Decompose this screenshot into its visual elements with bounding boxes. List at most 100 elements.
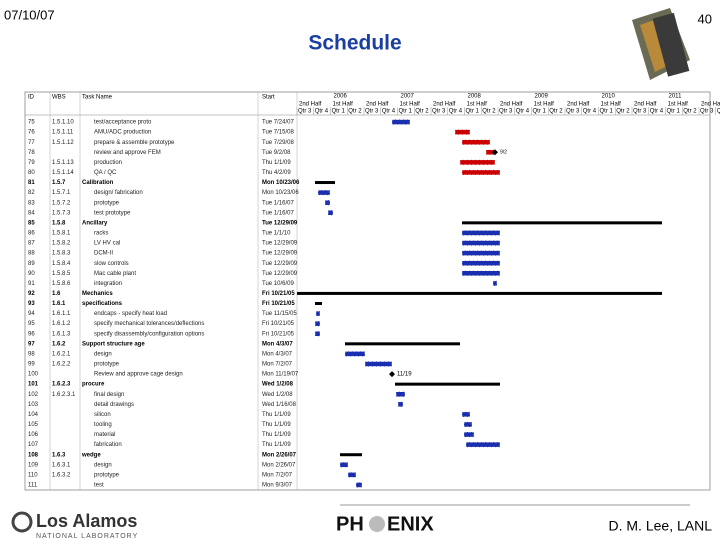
year-label: 2007 [401, 94, 415, 100]
phenix-right: ENIX [387, 513, 434, 535]
task-cell: racks [94, 231, 108, 237]
task-cell: tooling [94, 422, 112, 428]
half-label: 2nd Half [567, 102, 590, 108]
quarter-label: Qtr 3 [432, 109, 446, 115]
task-cell: specify mechanical tolerances/deflection… [94, 321, 204, 327]
task-cell: Mon 4/3/07 [262, 351, 293, 357]
task-cell: test [94, 483, 104, 489]
quarter-label: Qtr 1 [667, 109, 681, 115]
phenix-left: PH [336, 513, 364, 535]
half-label: 2nd Half [500, 102, 523, 108]
summary-bar [315, 181, 335, 185]
task-bar [463, 431, 475, 438]
task-bar [397, 401, 404, 408]
quarter-label: Qtr 2 [616, 109, 630, 115]
task-cell: design [94, 351, 112, 357]
task-cell: Mon 9/3/07 [262, 483, 293, 489]
task-cell: LV HV cal [94, 241, 120, 247]
task-cell: prepare & assemble prototype [94, 140, 175, 146]
quarter-label: Qtr 4 [382, 109, 396, 115]
task-bar [461, 139, 491, 145]
task-cell: Thu 1/1/09 [262, 442, 291, 448]
task-bar [395, 391, 406, 397]
summary-bar [462, 221, 662, 225]
task-cell: 93 [28, 301, 35, 307]
task-cell: Ancillary [82, 220, 108, 226]
quarter-label: Qtr 4 [516, 109, 530, 115]
task-cell: silicon [94, 412, 111, 418]
task-cell: endcaps - specify heat load [94, 311, 167, 317]
page-number: 40 [698, 11, 712, 26]
task-bar [315, 310, 321, 317]
task-cell: 101 [28, 382, 39, 388]
year-label: 2010 [602, 94, 616, 100]
task-cell: 108 [28, 452, 39, 458]
task-bar [355, 482, 363, 488]
task-cell: 1.6.2.2 [52, 362, 71, 368]
task-cell: 91 [28, 281, 35, 287]
half-label: 1st Half [467, 102, 488, 108]
task-cell: 1.6.2.3.1 [52, 392, 76, 398]
task-cell: 94 [28, 311, 35, 317]
task-bar [454, 129, 471, 135]
task-cell: Tue 12/29/09 [262, 261, 298, 267]
quarter-label: Qtr 2 [415, 109, 429, 115]
quarter-label: Qtr 3 [633, 109, 647, 115]
half-label: 2nd Half [701, 102, 720, 108]
quarter-label: Qtr 2 [549, 109, 563, 115]
task-bar [344, 351, 366, 357]
task-cell: Fri 10/21/05 [262, 331, 295, 337]
task-cell: DCM-II [94, 251, 113, 257]
task-cell: production [94, 160, 122, 166]
half-label: 1st Half [601, 102, 622, 108]
task-cell: Tue 7/29/08 [262, 140, 294, 146]
half-label: 2nd Half [366, 102, 389, 108]
task-cell: 86 [28, 231, 35, 237]
task-bar [317, 189, 331, 196]
summary-bar [340, 453, 362, 457]
task-cell: Tue 11/15/05 [262, 311, 297, 317]
quarter-label: Qtr 2 [348, 109, 362, 115]
task-cell: 96 [28, 331, 35, 337]
milestone [492, 149, 498, 156]
task-cell: 1.5.8.4 [52, 261, 71, 267]
task-bar [314, 330, 321, 337]
task-cell: 1.5.7.2 [52, 200, 71, 206]
task-bar [339, 462, 349, 468]
task-cell: 99 [28, 362, 35, 368]
lab-name: Los Alamos [36, 511, 137, 531]
milestone-label: 11/19 [397, 372, 412, 378]
task-cell: integration [94, 281, 122, 287]
quarter-label: Qtr 4 [650, 109, 664, 115]
quarter-label: Qtr 1 [332, 109, 346, 115]
task-cell: 1.5.1.14 [52, 170, 74, 176]
task-cell: 1.6.1.3 [52, 331, 71, 337]
task-cell: test/acceptance proto [94, 120, 152, 126]
year-label: 2006 [334, 94, 348, 100]
quarter-label: Qtr 2 [683, 109, 697, 115]
task-cell: slow controls [94, 261, 129, 267]
task-cell: 1.5.7.1 [52, 190, 71, 196]
task-cell: 75 [28, 120, 35, 126]
lab-logo: Los Alamos NATIONAL LABORATORY [11, 511, 137, 540]
quarter-label: Qtr 4 [449, 109, 463, 115]
task-cell: Fri 10/21/05 [262, 301, 295, 307]
task-cell: 1.5.7.3 [52, 210, 71, 216]
column-header: Start [262, 95, 275, 101]
task-cell: 1.6.2.3 [52, 382, 71, 388]
author: D. M. Lee, LANL [609, 518, 713, 534]
half-label: 2nd Half [634, 102, 657, 108]
task-cell: 1.6.2 [52, 341, 66, 347]
task-cell: Review and approve cage design [94, 372, 183, 378]
task-bar [492, 280, 498, 287]
task-cell: Thu 4/2/09 [262, 170, 291, 176]
year-label: 2011 [669, 94, 683, 100]
task-cell: Tue 12/29/09 [262, 251, 298, 257]
task-cell: Fri 10/21/05 [262, 321, 295, 327]
task-bar [463, 421, 473, 428]
task-cell: Mon 7/2/07 [262, 472, 293, 478]
task-cell: detail drawings [94, 402, 134, 408]
task-bar [461, 240, 501, 246]
task-cell: 77 [28, 140, 35, 146]
